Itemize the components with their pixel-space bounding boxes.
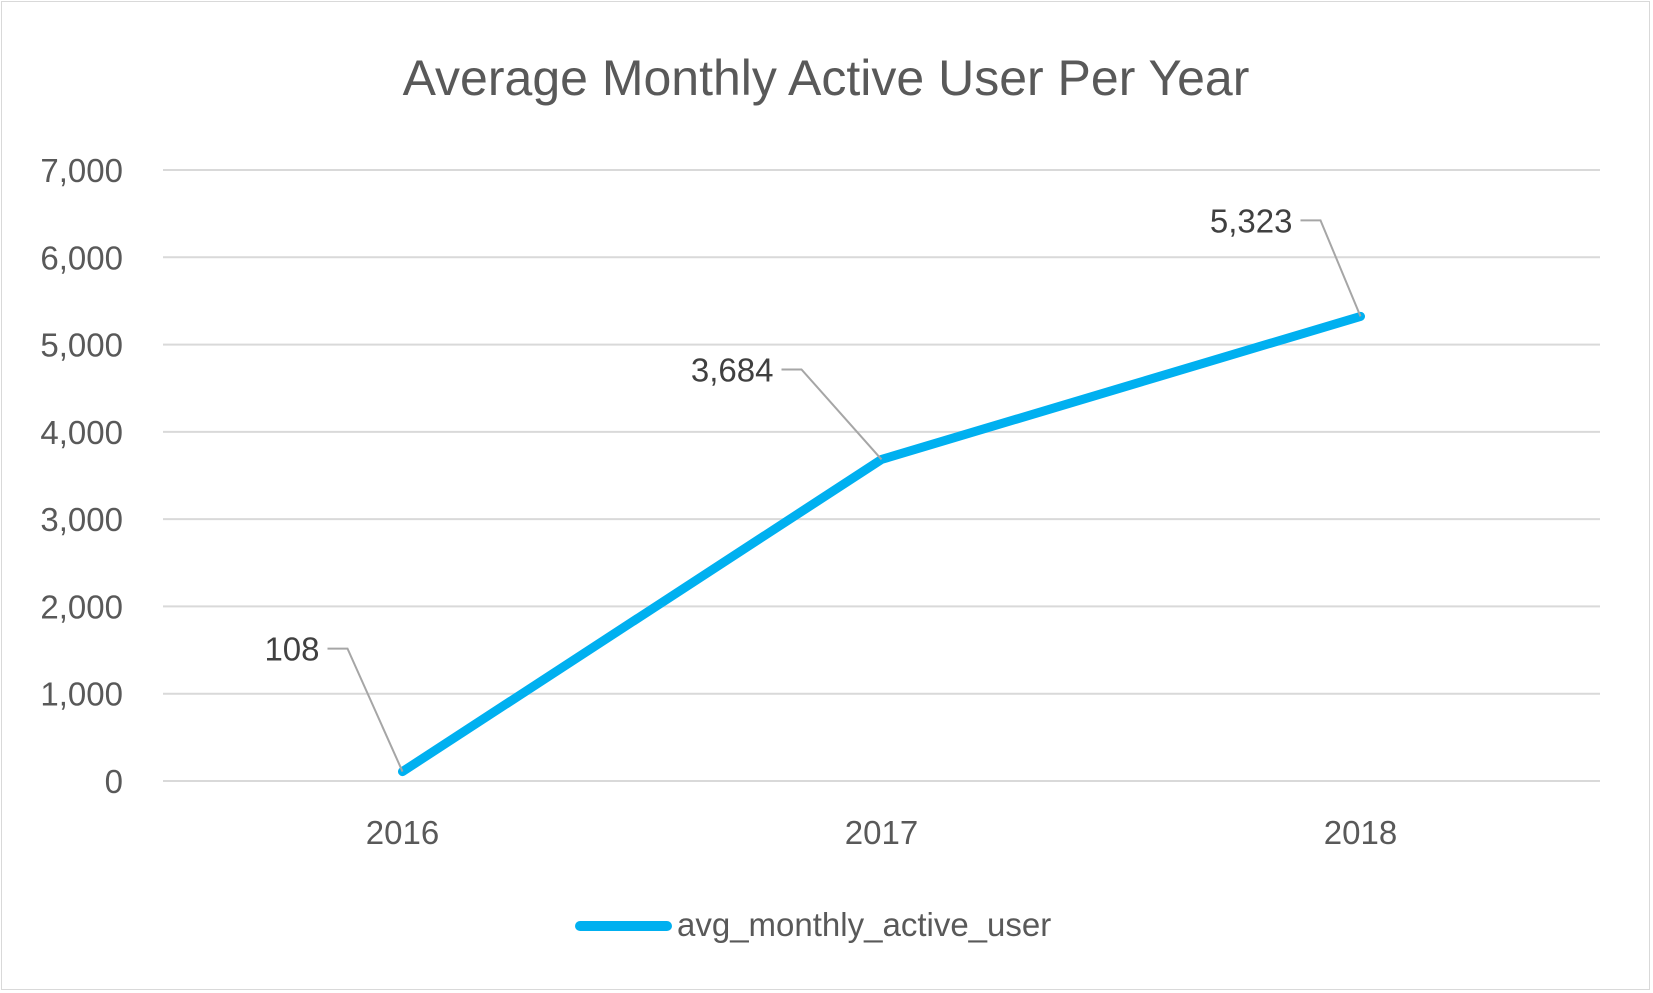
x-tick-label: 2017 — [845, 814, 918, 851]
leader-line — [781, 368, 883, 461]
y-tick-label: 3,000 — [40, 501, 123, 538]
leader-line — [1300, 219, 1362, 317]
y-tick-label: 6,000 — [40, 239, 123, 276]
y-tick-label: 0 — [105, 763, 123, 800]
series-lines — [398, 311, 1365, 777]
y-tick-label: 5,000 — [40, 327, 123, 364]
x-tick-label: 2018 — [1324, 814, 1397, 851]
x-axis-tick-labels: 2016 2017 2018 — [366, 814, 1397, 851]
x-tick-label: 2016 — [366, 814, 439, 851]
data-label: 3,684 — [691, 351, 774, 388]
legend: avg_monthly_active_user — [575, 906, 1051, 943]
legend-label: avg_monthly_active_user — [677, 906, 1051, 943]
series-line — [398, 311, 1365, 777]
y-tick-label: 1,000 — [40, 676, 123, 713]
data-label: 108 — [264, 631, 319, 668]
y-tick-label: 7,000 — [40, 152, 123, 189]
chart-title: Average Monthly Active User Per Year — [403, 50, 1250, 106]
gridlines — [163, 169, 1600, 782]
leader-line — [327, 647, 404, 772]
y-tick-label: 2,000 — [40, 588, 123, 625]
data-label: 5,323 — [1210, 202, 1293, 239]
y-tick-label: 4,000 — [40, 414, 123, 451]
y-axis-tick-labels: 0 1,000 2,000 3,000 4,000 5,000 6,000 7,000 — [40, 152, 123, 800]
data-labels: 108 3,684 5,323 — [264, 202, 1362, 772]
